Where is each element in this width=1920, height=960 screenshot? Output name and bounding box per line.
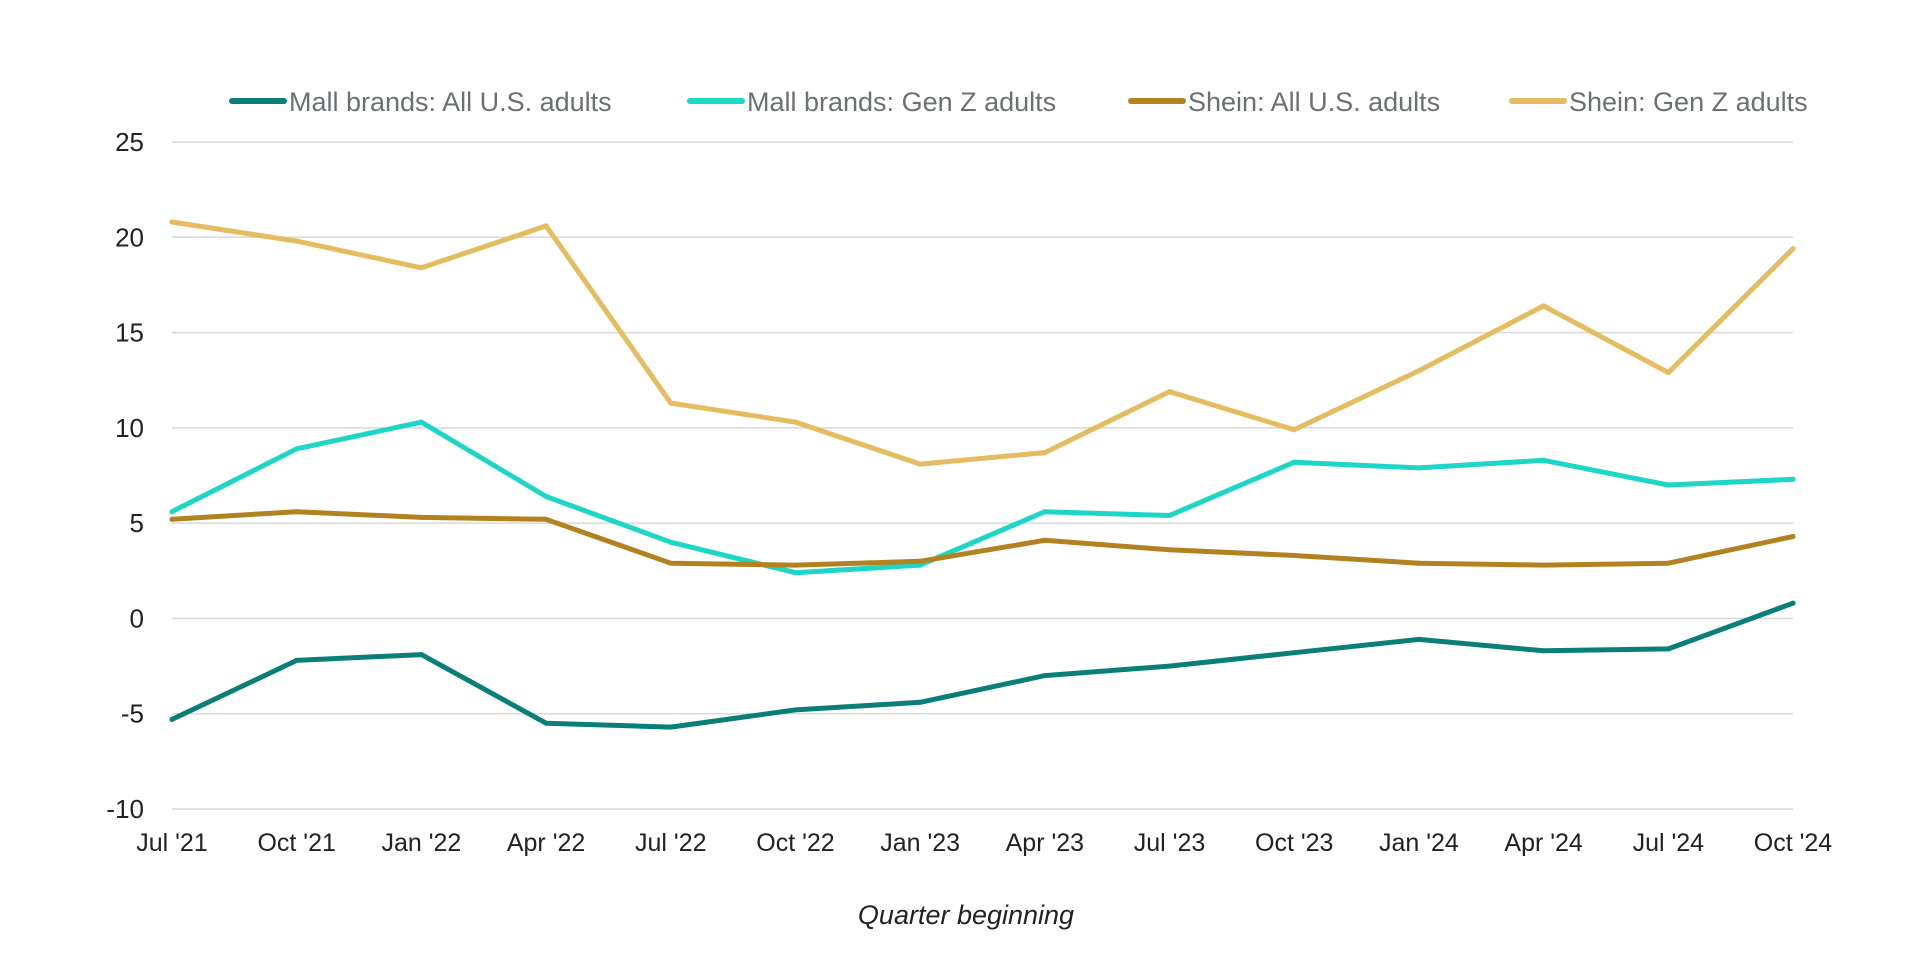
data-point [1790, 600, 1796, 606]
data-point [1416, 368, 1422, 374]
legend-item: Mall brands: Gen Z adults [687, 87, 1056, 117]
x-tick-label: Oct '24 [1754, 829, 1833, 857]
series-lines [169, 219, 1796, 730]
x-tick-label: Apr '24 [1504, 829, 1583, 857]
data-point [1291, 427, 1297, 433]
data-point [792, 419, 798, 425]
gridlines [172, 141, 1793, 810]
legend-item: Shein: Gen Z adults [1509, 87, 1808, 117]
data-point [543, 223, 549, 229]
y-axis-ticks: 25 20 15 10 5 0 -5 -10 [106, 127, 144, 824]
legend: Mall brands: All U.S. adults Mall brands:… [229, 87, 1808, 117]
x-tick-label: Jul '22 [635, 829, 706, 857]
x-tick-label: Jul '21 [136, 829, 207, 857]
data-point [1665, 560, 1671, 566]
legend-label: Mall brands: All U.S. adults [289, 87, 612, 117]
y-tick-label: 20 [115, 222, 144, 252]
data-point [169, 219, 175, 225]
data-point [1167, 389, 1173, 395]
data-point [917, 699, 923, 705]
legend-item: Shein: All U.S. adults [1128, 87, 1440, 117]
data-point [917, 558, 923, 564]
x-tick-label: Apr '22 [507, 829, 585, 857]
data-point [543, 493, 549, 499]
legend-item: Mall brands: All U.S. adults [229, 87, 612, 117]
data-point [668, 400, 674, 406]
y-tick-label: 10 [115, 413, 144, 443]
data-point [792, 570, 798, 576]
data-point [294, 509, 300, 515]
x-tick-label: Jul '24 [1633, 829, 1705, 857]
data-point [543, 720, 549, 726]
legend-label: Shein: All U.S. adults [1188, 87, 1440, 117]
data-point [1416, 465, 1422, 471]
data-point [294, 238, 300, 244]
x-tick-label: Oct '23 [1255, 829, 1333, 857]
data-point [668, 724, 674, 730]
data-point [169, 716, 175, 722]
data-point [1291, 553, 1297, 559]
y-tick-label: 25 [115, 127, 144, 157]
data-point [418, 419, 424, 425]
data-point [1416, 560, 1422, 566]
data-point [169, 509, 175, 515]
data-point [418, 265, 424, 271]
data-point [792, 707, 798, 713]
data-point [1042, 450, 1048, 456]
data-point [917, 461, 923, 467]
data-point [169, 516, 175, 522]
legend-label: Shein: Gen Z adults [1569, 87, 1808, 117]
series-line-2 [169, 419, 1796, 576]
x-tick-label: Jan '24 [1379, 829, 1459, 857]
data-point [792, 562, 798, 568]
data-point [1790, 476, 1796, 482]
x-tick-label: Apr '23 [1006, 829, 1084, 857]
data-point [294, 657, 300, 663]
data-point [1541, 457, 1547, 463]
data-point [418, 514, 424, 520]
data-point [294, 446, 300, 452]
y-tick-label: -10 [106, 794, 144, 824]
x-axis-title: Quarter beginning [858, 900, 1074, 930]
x-axis-ticks: Jul '21 Oct '21 Jan '22 Apr '22 Jul '22 Oct '… [136, 829, 1832, 857]
data-point [1167, 547, 1173, 553]
data-point [1291, 650, 1297, 656]
data-point [1291, 459, 1297, 465]
data-point [1790, 533, 1796, 539]
data-point [543, 516, 549, 522]
data-point [1167, 513, 1173, 519]
data-point [668, 560, 674, 566]
data-point [1167, 663, 1173, 669]
x-tick-label: Jan '23 [880, 829, 960, 857]
series-line-3 [169, 509, 1796, 568]
data-point [418, 652, 424, 658]
data-point [1541, 648, 1547, 654]
data-point [1042, 673, 1048, 679]
data-point [1541, 562, 1547, 568]
series-line-1 [169, 600, 1796, 730]
data-point [1042, 537, 1048, 543]
x-tick-label: Jul '23 [1134, 829, 1205, 857]
y-tick-label: 15 [115, 318, 144, 348]
data-point [1665, 370, 1671, 376]
x-tick-label: Jan '22 [381, 829, 461, 857]
data-point [1790, 246, 1796, 252]
data-point [1541, 303, 1547, 309]
y-tick-label: 5 [130, 508, 144, 538]
data-point [1665, 482, 1671, 488]
series-line-4 [169, 219, 1796, 467]
data-point [668, 539, 674, 545]
y-tick-label: 0 [130, 603, 144, 633]
data-point [1416, 636, 1422, 642]
data-point [1042, 509, 1048, 515]
x-tick-label: Oct '22 [756, 829, 834, 857]
data-point [1665, 646, 1671, 652]
y-tick-label: -5 [121, 699, 144, 729]
x-tick-label: Oct '21 [257, 829, 335, 857]
legend-label: Mall brands: Gen Z adults [747, 87, 1056, 117]
